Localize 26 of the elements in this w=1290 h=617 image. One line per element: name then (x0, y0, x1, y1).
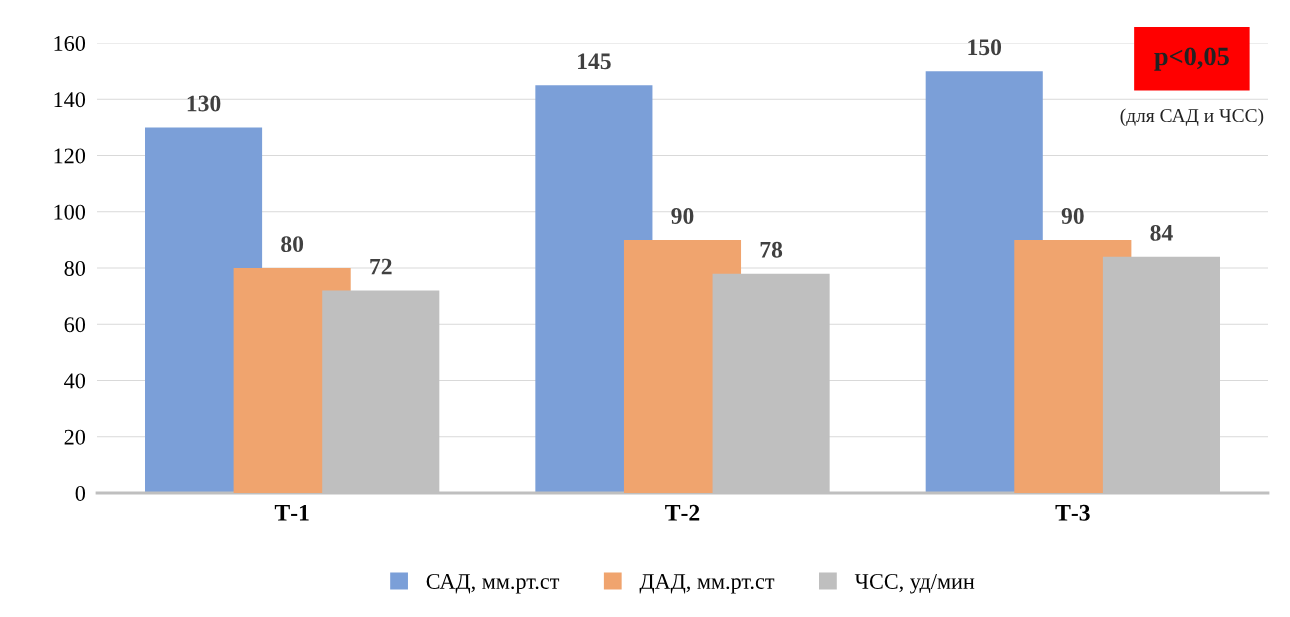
x-tick-label: Т-1 (274, 504, 309, 521)
y-tick-label: 140 (54, 92, 86, 108)
y-tick-label: 0 (75, 485, 86, 501)
y-tick-label: 120 (54, 148, 86, 164)
y-tick-label: 60 (64, 317, 86, 333)
data-label: 80 (281, 236, 304, 253)
y-tick-label: 40 (64, 373, 86, 389)
legend-label: ЧСС, уд/мин (854, 574, 975, 594)
y-tick-label: 100 (54, 204, 86, 220)
y-tick-label: 160 (54, 35, 86, 51)
x-tick-label: Т-2 (665, 504, 700, 521)
data-label: 90 (1061, 208, 1084, 224)
x-tick-label: Т-3 (1055, 504, 1090, 521)
y-tick-label: 20 (64, 429, 86, 445)
data-label: 72 (370, 258, 392, 275)
legend-label: САД, мм.рт.ст (426, 574, 560, 594)
y-tick-label: 80 (64, 260, 86, 276)
annotation: p<0,05 (1154, 47, 1229, 71)
data-label: 90 (671, 208, 694, 224)
data-label: 78 (760, 241, 783, 258)
data-label: 145 (578, 53, 611, 70)
data-label: 84 (1150, 224, 1173, 241)
data-label: 150 (968, 39, 1002, 56)
annotation: (для САД и ЧСС) (1120, 108, 1264, 127)
legend-label: ДАД, мм.рт.ст (639, 574, 775, 594)
data-label: 130 (187, 95, 221, 112)
